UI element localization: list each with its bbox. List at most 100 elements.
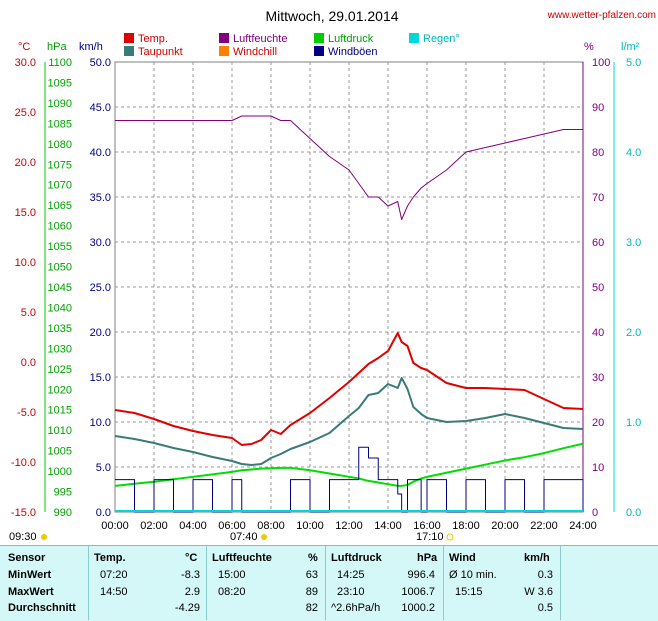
row-label-min: MinWert <box>8 569 52 581</box>
max-temp-time: 14:50 <box>100 586 128 598</box>
temp-tick-label: -15.0 <box>11 507 36 519</box>
legend-label-temp: Temp. <box>138 33 168 45</box>
temp-tick-label: 25.0 <box>15 107 36 119</box>
pressure-tick-label: 1035 <box>48 323 72 335</box>
max-wind-time: 15:15 <box>455 586 483 598</box>
temp-tick-label: 0.0 <box>21 357 36 369</box>
max-wind-value: W 3.6 <box>524 586 553 598</box>
header-pressure: Luftdruck <box>331 552 382 564</box>
humidity-unit-label: % <box>584 41 594 53</box>
table-divider <box>88 545 89 620</box>
pressure-tick-label: 1070 <box>48 180 72 192</box>
summary-table <box>0 545 658 621</box>
temp-axis: 30.0 25.0 20.0 15.0 10.0 5.0 0.0 -5.0 -10.0 -15.0 <box>11 57 36 519</box>
pressure-tick-label: 1065 <box>48 200 72 212</box>
time-tick-label: 10:00 <box>296 520 324 532</box>
min-wind-label: Ø 10 min. <box>449 569 497 581</box>
legend-swatch-dewpoint <box>124 46 134 56</box>
legend: Temp. Luftfeuchte Luftdruck Regen° Taupu… <box>124 33 460 58</box>
rain-tick-label: 0.0 <box>626 507 641 519</box>
temp-tick-label: 10.0 <box>15 257 36 269</box>
table-divider <box>325 545 326 620</box>
min-temp-time: 07:20 <box>100 569 128 581</box>
time-tick-label: 02:00 <box>140 520 168 532</box>
temp-tick-label: 5.0 <box>21 307 36 319</box>
wind-tick-label: 5.0 <box>96 462 111 474</box>
sunset-icon <box>446 533 454 541</box>
time-tick-label: 16:00 <box>413 520 441 532</box>
time-tick-label: 00:00 <box>101 520 129 532</box>
min-humidity-value: 63 <box>305 569 318 581</box>
pressure-tick-label: 1030 <box>48 343 72 355</box>
wind-tick-label: 20.0 <box>90 327 111 339</box>
rain-tick-label: 3.0 <box>626 237 641 249</box>
moon-time: 09:30 <box>9 531 37 543</box>
table-divider <box>443 545 444 620</box>
avg-wind-value: 0.5 <box>537 602 553 614</box>
humidity-tick-label: 80 <box>592 147 604 159</box>
rain-tick-label: 5.0 <box>626 57 641 69</box>
pressure-tick-label: 1085 <box>48 118 72 130</box>
series-group <box>114 115 584 513</box>
pressure-tick-label: 1040 <box>48 302 72 314</box>
legend-swatch-gusts <box>314 46 324 56</box>
header-temp-unit: °C <box>185 552 198 564</box>
time-tick-label: 04:00 <box>179 520 207 532</box>
wind-tick-label: 30.0 <box>90 237 111 249</box>
min-pressure-time: 14:25 <box>337 569 365 581</box>
chart-title: Mittwoch, 29.01.2014 <box>265 8 398 24</box>
min-temp-value: -8.3 <box>181 569 200 581</box>
pressure-tick-label: 1055 <box>48 241 72 253</box>
series-line-taupunkt <box>114 377 584 466</box>
time-tick-label: 24:00 <box>569 520 597 532</box>
pressure-tick-label: 1100 <box>48 57 72 69</box>
pressure-tick-label: 1045 <box>48 282 72 294</box>
pressure-tick-label: 1080 <box>48 139 72 151</box>
humidity-tick-label: 100 <box>592 57 610 69</box>
legend-label-dewpoint: Taupunkt <box>138 46 183 58</box>
sunset-time: 17:10 <box>416 531 444 543</box>
row-label-avg: Durchschnitt <box>8 602 76 614</box>
time-tick-label: 14:00 <box>374 520 402 532</box>
pressure-trend: ^2.6hPa/h <box>331 602 381 614</box>
humidity-tick-label: 50 <box>592 282 604 294</box>
legend-label-windchill: Windchill <box>233 46 277 58</box>
pressure-tick-label: 1050 <box>48 262 72 274</box>
rain-tick-label: 4.0 <box>626 147 641 159</box>
header-wind: Wind <box>449 552 476 564</box>
wind-tick-label: 25.0 <box>90 282 111 294</box>
pressure-tick-label: 1060 <box>48 221 72 233</box>
series-line-luftdruck <box>114 442 584 487</box>
pressure-tick-label: 995 <box>54 487 72 499</box>
humidity-tick-label: 40 <box>592 327 604 339</box>
header-wind-unit: km/h <box>524 552 550 564</box>
max-humidity-value: 89 <box>305 586 318 598</box>
site-link[interactable]: www.wetter-pfalzen.com <box>547 10 656 21</box>
wind-tick-label: 40.0 <box>90 147 111 159</box>
min-humidity-time: 15:00 <box>218 569 246 581</box>
humidity-tick-label: 0 <box>592 507 598 519</box>
legend-swatch-pressure <box>314 33 324 43</box>
max-pressure-time: 23:10 <box>337 586 365 598</box>
pressure-tick-label: 1005 <box>48 446 72 458</box>
legend-swatch-humidity <box>219 33 229 43</box>
series-line-temp <box>114 332 584 446</box>
legend-label-pressure: Luftdruck <box>328 33 374 45</box>
legend-swatch-temp <box>124 33 134 43</box>
temp-tick-label: -10.0 <box>11 457 36 469</box>
humidity-tick-label: 60 <box>592 237 604 249</box>
time-tick-label: 08:00 <box>257 520 285 532</box>
series-line-luftfeuchte <box>115 115 583 220</box>
temp-tick-label: 15.0 <box>15 207 36 219</box>
pressure-tick-label: 1020 <box>48 384 72 396</box>
min-pressure-value: 996.4 <box>407 569 435 581</box>
wind-tick-label: 0.0 <box>96 507 111 519</box>
humidity-tick-label: 10 <box>592 462 604 474</box>
header-sensor: Sensor <box>8 552 46 564</box>
sunrise-icon <box>261 534 267 540</box>
min-wind-value: 0.3 <box>537 569 553 581</box>
max-humidity-time: 08:20 <box>218 586 246 598</box>
legend-swatch-rain <box>409 33 419 43</box>
